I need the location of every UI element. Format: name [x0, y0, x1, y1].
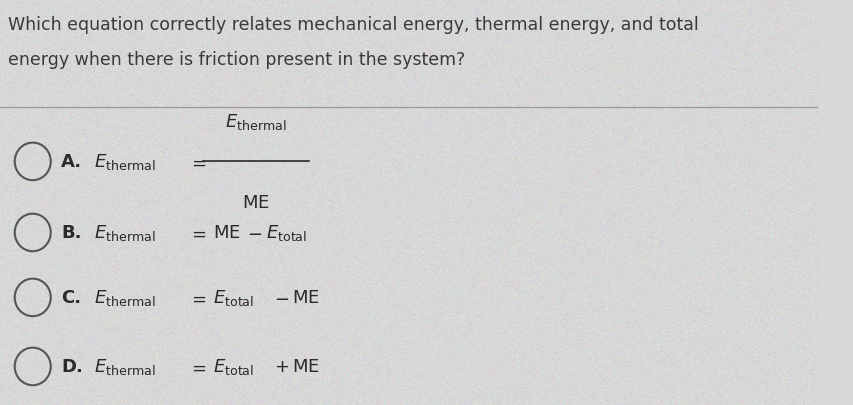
Text: Which equation correctly relates mechanical energy, thermal energy, and total: Which equation correctly relates mechani…	[9, 16, 698, 34]
Text: $\mathrm{ME}$: $\mathrm{ME}$	[292, 289, 320, 307]
Text: $-$: $-$	[274, 289, 289, 307]
Text: B.: B.	[61, 224, 82, 242]
Text: A.: A.	[61, 153, 83, 171]
Text: $\mathrm{ME}$: $\mathrm{ME}$	[292, 358, 320, 375]
Text: D.: D.	[61, 358, 83, 375]
Text: energy when there is friction present in the system?: energy when there is friction present in…	[9, 51, 465, 68]
Text: $\mathit{E}_{\mathrm{thermal}}$: $\mathit{E}_{\mathrm{thermal}}$	[94, 356, 155, 377]
Text: $\mathit{E}_{\mathrm{total}}$: $\mathit{E}_{\mathrm{total}}$	[212, 288, 253, 308]
Text: $\mathit{E}_{\mathrm{total}}$: $\mathit{E}_{\mathrm{total}}$	[265, 223, 307, 243]
Text: $=$: $=$	[188, 224, 206, 242]
Text: $\mathit{E}_{\mathrm{total}}$: $\mathit{E}_{\mathrm{total}}$	[212, 356, 253, 377]
Text: $\mathit{E}_{\mathrm{thermal}}$: $\mathit{E}_{\mathrm{thermal}}$	[94, 223, 155, 243]
Text: $\mathrm{ME}$: $\mathrm{ME}$	[212, 224, 241, 242]
Text: C.: C.	[61, 289, 81, 307]
Text: $-$: $-$	[247, 224, 262, 242]
Text: $\mathit{E}_{\mathrm{thermal}}$: $\mathit{E}_{\mathrm{thermal}}$	[225, 111, 287, 132]
Text: $=$: $=$	[188, 358, 206, 375]
Text: $=$: $=$	[188, 153, 206, 171]
Text: $+$: $+$	[274, 358, 289, 375]
Text: $\mathrm{ME}$: $\mathrm{ME}$	[242, 194, 270, 211]
Text: $\mathit{E}_{\mathrm{thermal}}$: $\mathit{E}_{\mathrm{thermal}}$	[94, 152, 155, 172]
Text: $=$: $=$	[188, 289, 206, 307]
Text: $\mathit{E}_{\mathrm{thermal}}$: $\mathit{E}_{\mathrm{thermal}}$	[94, 288, 155, 308]
